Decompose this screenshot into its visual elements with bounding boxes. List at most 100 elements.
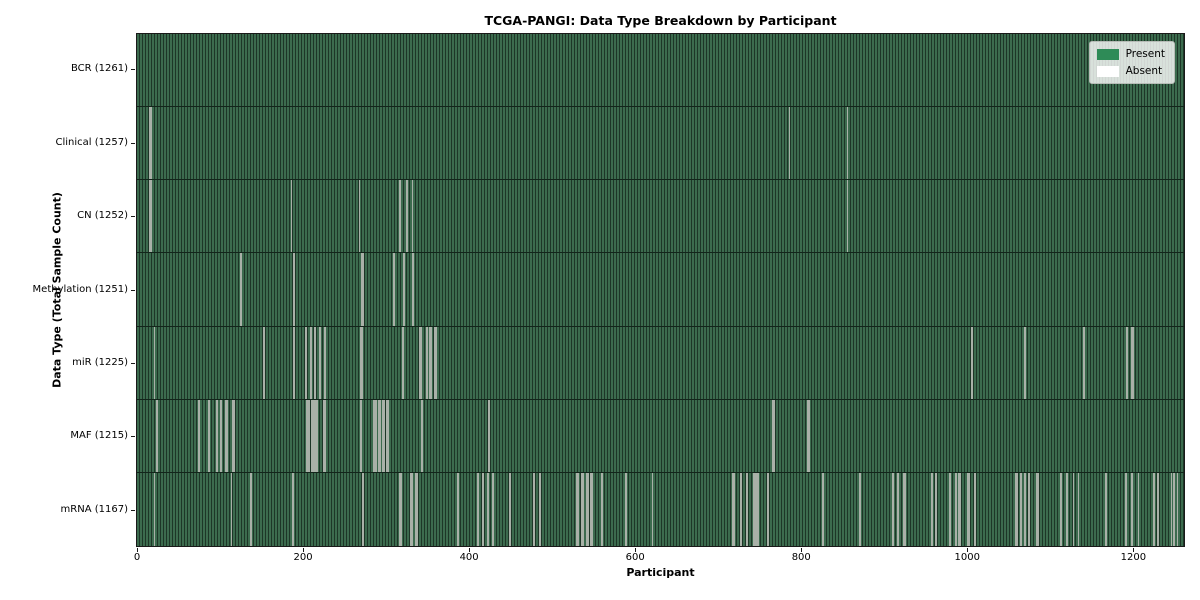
- absent-stripe: [1130, 326, 1133, 399]
- absent-stripe: [1082, 326, 1085, 399]
- absent-stripe: [930, 472, 933, 546]
- absent-stripe: [1015, 472, 1018, 546]
- absent-stripe: [954, 472, 957, 546]
- absent-stripe: [249, 472, 252, 546]
- absent-stripe: [324, 326, 327, 399]
- absent-stripe: [375, 399, 377, 472]
- present-swatch: [1096, 48, 1119, 60]
- absent-stripe: [1105, 472, 1107, 546]
- absent-stripe: [1157, 472, 1160, 546]
- absent-stripe: [1125, 326, 1128, 399]
- absent-stripe: [150, 107, 152, 180]
- absent-stripe: [415, 472, 418, 546]
- absent-stripe: [807, 399, 810, 472]
- absent-stripe: [892, 472, 895, 546]
- y-tick-mark: [131, 69, 135, 71]
- absent-stripe: [481, 472, 484, 546]
- absent-stripe: [1036, 472, 1038, 546]
- absent-stripe: [955, 472, 958, 546]
- y-tick-mark: [131, 289, 135, 291]
- absent-stripe: [1131, 326, 1134, 399]
- absent-stripe: [377, 399, 380, 472]
- absent-stripe: [739, 472, 742, 546]
- absent-stripe: [753, 472, 756, 546]
- absent-stripe: [420, 399, 423, 472]
- absent-stripe: [896, 472, 899, 546]
- absent-stripe: [897, 472, 900, 546]
- absent-stripe: [156, 399, 158, 472]
- absent-stripe: [310, 326, 313, 399]
- row-band-methylation: [137, 253, 1184, 327]
- absent-stripe: [846, 107, 849, 180]
- x-tick-mark: [136, 548, 138, 552]
- absent-stripe: [732, 472, 734, 546]
- absent-stripe: [198, 399, 201, 472]
- absent-stripe: [538, 472, 541, 546]
- absent-stripe: [746, 472, 749, 546]
- absent-stripe: [315, 399, 318, 472]
- absent-stripe: [306, 399, 308, 472]
- absent-stripe: [949, 472, 951, 546]
- absent-stripe: [434, 326, 436, 399]
- absent-stripe: [1137, 472, 1140, 546]
- absent-stripe: [149, 107, 152, 180]
- absent-stripe: [808, 399, 811, 472]
- absent-stripe: [1126, 326, 1129, 399]
- absent-stripe: [410, 472, 413, 546]
- absent-stripe: [1176, 472, 1179, 546]
- absent-stripe: [308, 399, 310, 472]
- absent-stripe: [935, 472, 938, 546]
- absent-stripe: [379, 399, 382, 472]
- absent-stripe: [403, 253, 406, 326]
- absent-stripe: [149, 180, 152, 253]
- absent-stripe: [591, 472, 593, 546]
- absent-stripe: [293, 253, 295, 326]
- absent-stripe: [233, 399, 235, 472]
- absent-stripe: [226, 399, 229, 472]
- absent-stripe: [400, 472, 402, 546]
- absent-stripe: [482, 472, 484, 546]
- legend-entry-absent: Absent: [1096, 65, 1165, 77]
- absent-stripe: [821, 472, 824, 546]
- absent-stripe: [372, 399, 375, 472]
- absent-stripe: [958, 472, 960, 546]
- absent-stripe: [420, 326, 422, 399]
- absent-stripe: [756, 472, 758, 546]
- absent-stripe: [387, 399, 390, 472]
- absent-stripe: [753, 472, 755, 546]
- absent-stripe: [360, 399, 362, 472]
- absent-stripe: [1132, 326, 1135, 399]
- x-tick-label-600: 600: [625, 552, 645, 563]
- absent-stripe: [931, 472, 934, 546]
- absent-stripe: [1023, 472, 1026, 546]
- absent-stripe: [318, 326, 321, 399]
- absent-stripe: [290, 180, 293, 253]
- legend-label-present: Present: [1125, 48, 1165, 60]
- absent-stripe: [581, 472, 583, 546]
- absent-stripe: [740, 472, 743, 546]
- x-tick-mark: [966, 548, 968, 552]
- absent-stripe: [958, 472, 961, 546]
- absent-stripe: [508, 472, 511, 546]
- absent-stripe: [625, 472, 627, 546]
- x-tick-mark: [1132, 548, 1134, 552]
- x-tick-label-1000: 1000: [954, 552, 981, 563]
- absent-stripe: [651, 472, 654, 546]
- absent-stripe: [305, 326, 308, 399]
- absent-stripe: [232, 399, 235, 472]
- absent-stripe: [1020, 472, 1023, 546]
- y-tick-mark: [131, 142, 135, 144]
- y-tick-label-bcr: BCR (1261): [70, 63, 128, 75]
- absent-stripe: [383, 399, 386, 472]
- absent-stripe: [361, 326, 363, 399]
- absent-stripe: [153, 326, 156, 399]
- absent-stripe: [314, 399, 317, 472]
- y-tick-mark: [131, 362, 135, 364]
- absent-stripe: [601, 472, 603, 546]
- absent-stripe: [360, 326, 362, 399]
- absent-stripe: [1028, 472, 1031, 546]
- absent-stripe: [488, 399, 490, 472]
- absent-stripe: [1153, 472, 1155, 546]
- absent-stripe: [846, 180, 849, 253]
